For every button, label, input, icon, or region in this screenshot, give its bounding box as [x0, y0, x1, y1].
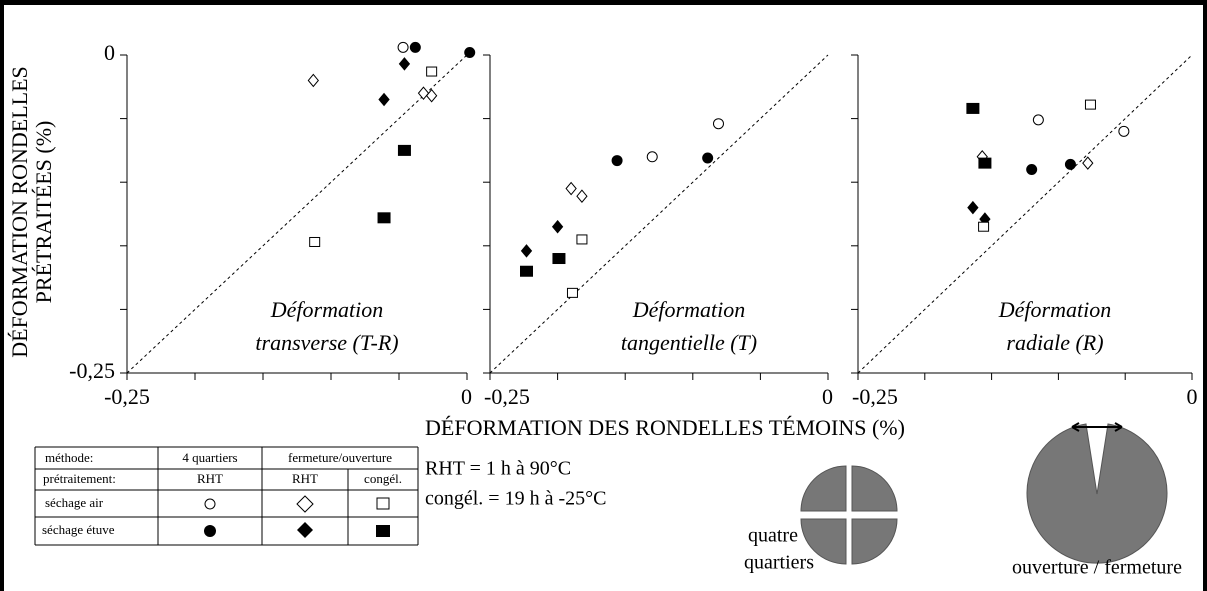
legend-table [34, 446, 419, 546]
y-tick-label: -0,25 [69, 358, 115, 383]
annotation: Déformation [270, 297, 383, 322]
point [576, 234, 588, 245]
x-tick-label: 0 [461, 384, 472, 409]
quarter [800, 465, 847, 512]
point [1118, 125, 1130, 137]
diagram-label: quartiers [744, 552, 814, 574]
point [702, 152, 714, 164]
point [1082, 156, 1094, 170]
table-cell: RHT [197, 471, 223, 486]
point [1032, 114, 1044, 126]
note: RHT = 1 h à 90°C [425, 458, 571, 480]
x-tick-label: -0,25 [104, 384, 150, 409]
x-tick-label: 0 [822, 384, 833, 409]
border-top [0, 0, 1207, 5]
point [712, 118, 724, 130]
opening-diagram [1026, 423, 1168, 564]
point [417, 86, 430, 100]
point [576, 189, 588, 203]
point [646, 151, 658, 163]
table-cell: séchage air [45, 495, 104, 510]
border-left [0, 0, 4, 591]
legend-symbol [204, 525, 216, 537]
diagram-label: quatre [748, 525, 798, 547]
table-cell: méthode: [45, 450, 93, 465]
point [1026, 163, 1038, 175]
point [426, 66, 438, 77]
quarter [851, 518, 898, 565]
y-tick-label: 0 [104, 40, 115, 65]
point [966, 102, 980, 114]
point [520, 265, 534, 277]
table-cell: 4 quartiers [182, 450, 237, 465]
legend-symbol [297, 522, 313, 538]
point [397, 144, 411, 156]
point [307, 73, 319, 88]
x-tick-label: 0 [1187, 384, 1198, 409]
quarters-diagram [800, 465, 898, 565]
annotation: transverse (T-R) [255, 330, 398, 355]
point [978, 157, 992, 169]
point [398, 57, 411, 71]
legend-symbol [296, 495, 314, 513]
quarter [851, 465, 898, 512]
point [397, 41, 409, 53]
point [464, 46, 476, 58]
point [520, 244, 533, 258]
point [967, 200, 979, 215]
point [565, 181, 577, 196]
table-cell: fermeture/ouverture [288, 450, 392, 465]
identity-line [489, 54, 829, 374]
annotation: radiale (R) [1006, 330, 1103, 355]
x-axis-label: DÉFORMATION DES RONDELLES TÉMOINS (%) [425, 415, 905, 440]
point [611, 155, 623, 167]
legend-symbol [376, 525, 390, 537]
legend-symbol [376, 497, 390, 510]
point [309, 236, 321, 247]
point [377, 212, 391, 224]
y-axis-label: PRÉTRAITÉES (%) [31, 121, 56, 304]
legend-symbol [204, 498, 216, 510]
annotation: tangentielle (T) [621, 330, 757, 355]
table-cell: RHT [292, 471, 318, 486]
diagram-label: ouverture / fermeture [1012, 557, 1182, 579]
opening-arrow [1071, 422, 1123, 432]
identity-line [857, 54, 1193, 374]
border-right [1203, 0, 1207, 591]
annotation: Déformation [632, 297, 745, 322]
note: congél. = 19 h à -25°C [425, 488, 606, 510]
point [552, 253, 566, 265]
point [425, 88, 438, 103]
point [1084, 99, 1096, 110]
point [978, 221, 990, 232]
identity-line [126, 54, 468, 374]
point [551, 219, 564, 234]
table-cell: séchage étuve [42, 522, 115, 537]
point [409, 41, 421, 53]
x-tick-label: -0,25 [852, 384, 898, 409]
table-cell: prétraitement: [43, 471, 116, 486]
annotation: Déformation [998, 297, 1111, 322]
point [378, 92, 390, 107]
quarter [800, 518, 847, 565]
x-tick-label: -0,25 [484, 384, 530, 409]
y-axis-label: DÉFORMATION RONDELLES [7, 66, 32, 358]
table-cell: congél. [364, 471, 402, 486]
point [1064, 158, 1076, 170]
point [566, 287, 578, 298]
